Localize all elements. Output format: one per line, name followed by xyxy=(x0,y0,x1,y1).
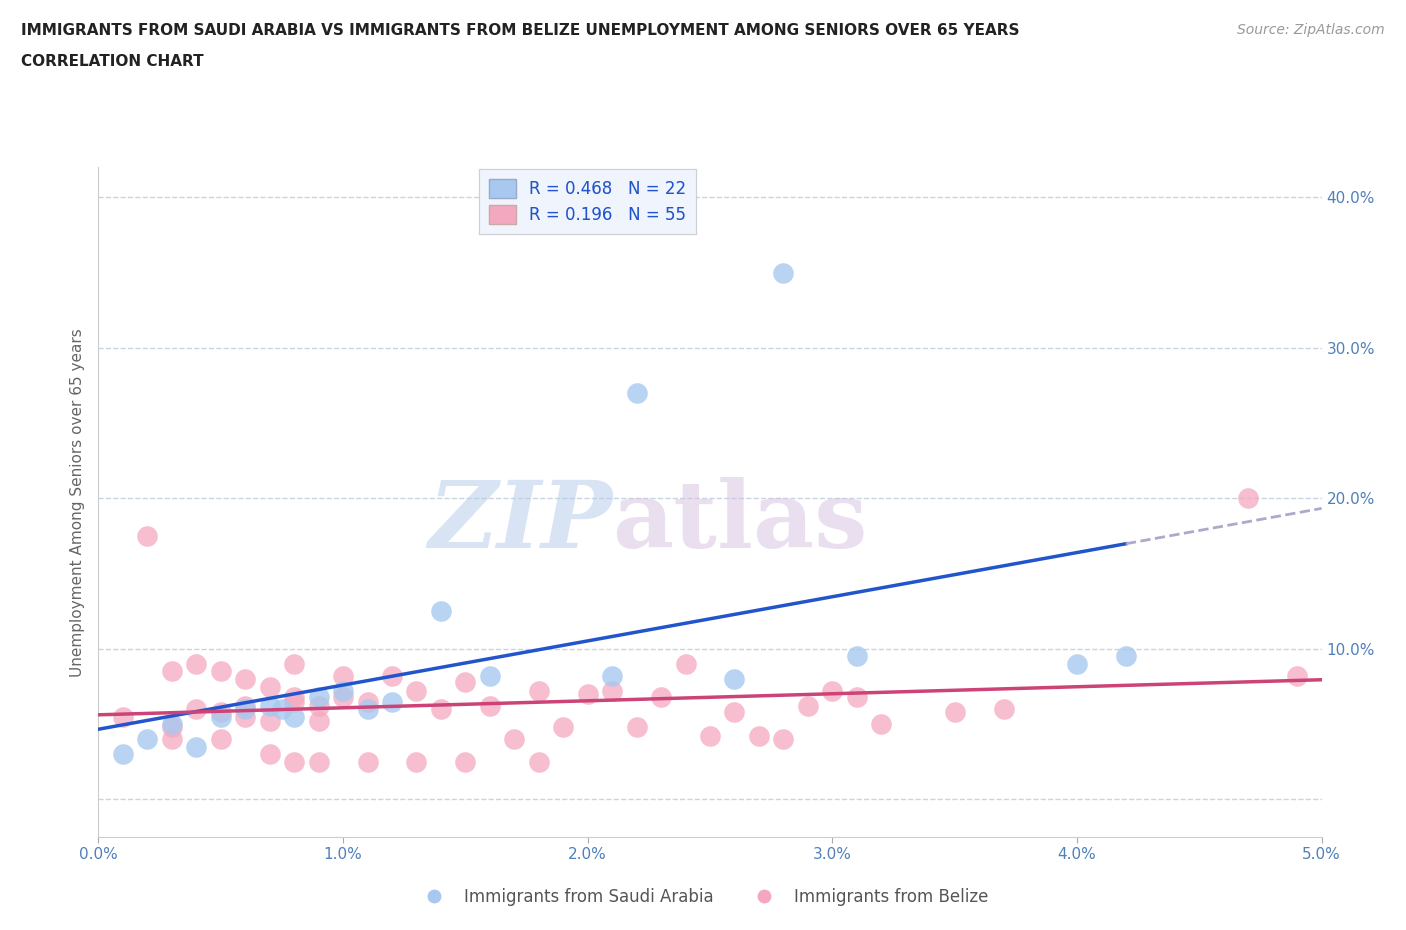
Point xyxy=(160,717,183,732)
Point xyxy=(186,739,208,754)
Point xyxy=(993,701,1015,716)
Text: atlas: atlas xyxy=(612,477,868,567)
Point xyxy=(600,684,623,698)
Point xyxy=(553,720,575,735)
Point xyxy=(209,705,232,720)
Point xyxy=(283,710,305,724)
Point xyxy=(821,684,844,698)
Point xyxy=(356,701,378,716)
Point xyxy=(723,671,745,686)
Point xyxy=(186,657,208,671)
Point xyxy=(259,747,281,762)
Point xyxy=(233,671,256,686)
Point xyxy=(259,698,281,713)
Point xyxy=(626,386,648,401)
Point xyxy=(772,732,794,747)
Point xyxy=(772,265,794,280)
Point xyxy=(503,732,526,747)
Point xyxy=(356,754,378,769)
Point xyxy=(576,686,599,701)
Point xyxy=(259,713,281,728)
Point xyxy=(209,664,232,679)
Point xyxy=(943,705,966,720)
Point xyxy=(209,710,232,724)
Point xyxy=(454,754,477,769)
Point xyxy=(233,710,256,724)
Point xyxy=(405,684,427,698)
Point xyxy=(270,701,292,716)
Point xyxy=(308,690,330,705)
Point xyxy=(478,698,501,713)
Point xyxy=(283,690,305,705)
Point xyxy=(723,705,745,720)
Point xyxy=(233,698,256,713)
Point xyxy=(283,694,305,709)
Point xyxy=(870,717,893,732)
Point xyxy=(699,729,721,744)
Point xyxy=(308,713,330,728)
Point xyxy=(381,694,404,709)
Point xyxy=(136,732,159,747)
Point xyxy=(527,684,550,698)
Point xyxy=(675,657,697,671)
Point xyxy=(136,528,159,543)
Point xyxy=(797,698,820,713)
Point xyxy=(186,701,208,716)
Point xyxy=(1237,491,1260,506)
Point xyxy=(748,729,770,744)
Point xyxy=(332,690,354,705)
Point xyxy=(454,674,477,689)
Point xyxy=(430,701,453,716)
Legend: Immigrants from Saudi Arabia, Immigrants from Belize: Immigrants from Saudi Arabia, Immigrants… xyxy=(411,881,995,912)
Point xyxy=(233,701,256,716)
Point xyxy=(111,747,134,762)
Text: CORRELATION CHART: CORRELATION CHART xyxy=(21,54,204,69)
Point xyxy=(332,684,354,698)
Point xyxy=(308,698,330,713)
Point xyxy=(600,669,623,684)
Legend: R = 0.468   N = 22, R = 0.196   N = 55: R = 0.468 N = 22, R = 0.196 N = 55 xyxy=(479,169,696,234)
Point xyxy=(160,732,183,747)
Point xyxy=(111,710,134,724)
Text: IMMIGRANTS FROM SAUDI ARABIA VS IMMIGRANTS FROM BELIZE UNEMPLOYMENT AMONG SENIOR: IMMIGRANTS FROM SAUDI ARABIA VS IMMIGRAN… xyxy=(21,23,1019,38)
Point xyxy=(430,604,453,618)
Point xyxy=(478,669,501,684)
Point xyxy=(626,720,648,735)
Point xyxy=(308,754,330,769)
Point xyxy=(1066,657,1088,671)
Point xyxy=(356,694,378,709)
Point xyxy=(381,669,404,684)
Point xyxy=(283,754,305,769)
Text: ZIP: ZIP xyxy=(427,477,612,567)
Point xyxy=(405,754,427,769)
Point xyxy=(845,649,868,664)
Point xyxy=(332,669,354,684)
Point xyxy=(259,679,281,694)
Point xyxy=(160,664,183,679)
Point xyxy=(1286,669,1309,684)
Point xyxy=(209,732,232,747)
Point xyxy=(650,690,672,705)
Text: Source: ZipAtlas.com: Source: ZipAtlas.com xyxy=(1237,23,1385,37)
Point xyxy=(527,754,550,769)
Point xyxy=(283,657,305,671)
Y-axis label: Unemployment Among Seniors over 65 years: Unemployment Among Seniors over 65 years xyxy=(70,328,86,677)
Point xyxy=(1115,649,1137,664)
Point xyxy=(845,690,868,705)
Point xyxy=(160,720,183,735)
